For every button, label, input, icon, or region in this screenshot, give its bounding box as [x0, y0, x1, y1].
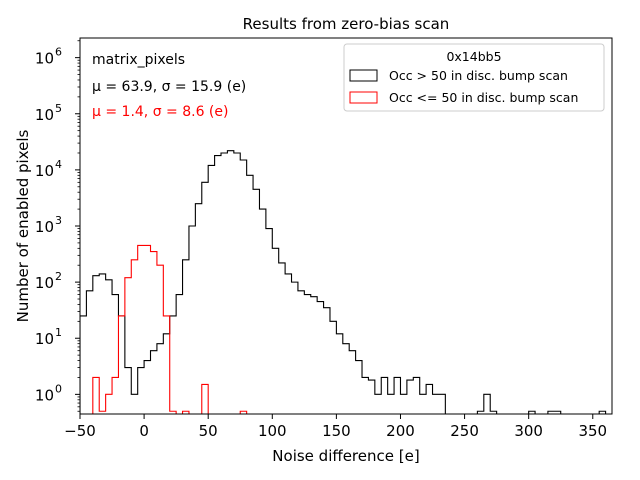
legend-box	[343, 43, 605, 112]
legend-entry-black: Occ > 50 in disc. bump scan	[389, 68, 568, 83]
annotation-stats-black: μ = 63.9, σ = 15.9 (e)	[92, 79, 246, 95]
y-tick-label: 10	[35, 274, 54, 292]
y-tick-exponent: 3	[55, 214, 62, 227]
legend-entry-red: Occ <= 50 in disc. bump scan	[389, 90, 578, 105]
annotation-stats-red: μ = 1.4, σ = 8.6 (e)	[92, 104, 228, 120]
plot-frame	[79, 37, 613, 415]
x-tick-label: 50	[199, 422, 218, 440]
x-tick-label: 100	[258, 422, 287, 440]
x-axis-label: Noise difference [e]	[272, 447, 419, 465]
legend-swatch-black	[349, 69, 378, 82]
y-tick-label: 10	[35, 330, 54, 348]
y-tick-label: 10	[35, 218, 54, 236]
y-tick-label: 10	[35, 386, 54, 404]
x-tick-label: 0	[139, 422, 149, 440]
y-tick-exponent: 6	[55, 46, 62, 59]
x-tick-label: 150	[322, 422, 351, 440]
annotation-label: matrix_pixels	[92, 52, 185, 68]
x-tick-label: 200	[386, 422, 415, 440]
y-axis-label: Number of enabled pixels	[14, 129, 32, 322]
x-tick-label: 250	[450, 422, 479, 440]
y-tick-label: 10	[35, 106, 54, 124]
series-occ-gt-50	[80, 150, 607, 414]
x-axis: −50 0 50 100 150 200 250 300 350	[64, 414, 607, 440]
series-occ-le-50	[92, 244, 248, 414]
y-tick-label: 10	[35, 162, 54, 180]
y-tick-exponent: 1	[55, 326, 62, 339]
x-tick-label: 350	[578, 422, 607, 440]
y-tick-label: 10	[35, 50, 54, 68]
x-tick-label: 300	[514, 422, 543, 440]
legend: 0x14bb5 Occ > 50 in disc. bump scan Occ …	[343, 43, 605, 112]
legend-swatch-red	[349, 91, 378, 104]
x-tick-label: −50	[64, 422, 96, 440]
legend-title: 0x14bb5	[446, 49, 501, 64]
chart-title: Results from zero-bias scan	[243, 15, 450, 33]
y-tick-exponent: 2	[55, 270, 62, 283]
y-tick-exponent: 5	[55, 102, 62, 115]
y-tick-exponent: 4	[55, 158, 62, 171]
y-tick-exponent: 0	[55, 382, 62, 395]
